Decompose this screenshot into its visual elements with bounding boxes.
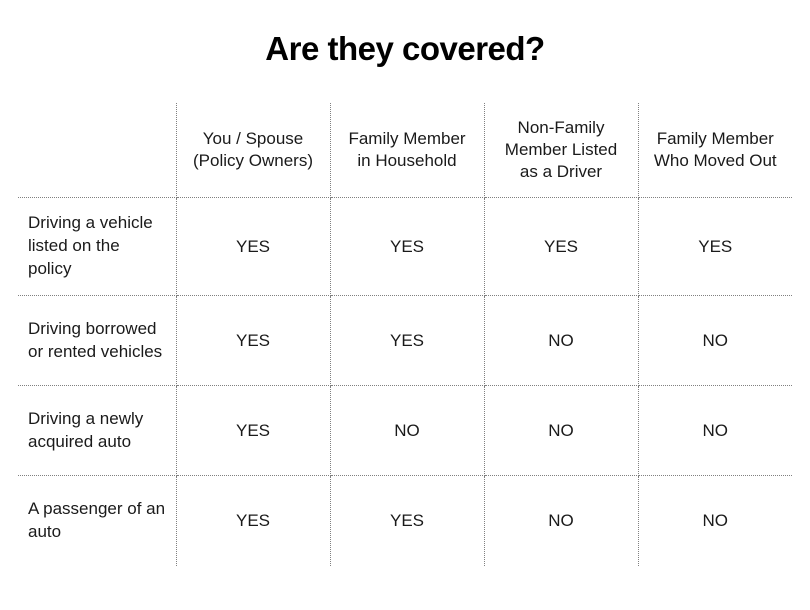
page-title: Are they covered? (18, 30, 792, 68)
table-row: Driving a vehicle listed on the policy Y… (18, 198, 792, 296)
column-header: You / Spouse (Policy Owners) (176, 103, 330, 198)
cell-value: YES (330, 296, 484, 386)
cell-value: NO (484, 296, 638, 386)
cell-value: YES (638, 198, 792, 296)
cell-value: YES (176, 386, 330, 476)
cell-value: YES (176, 198, 330, 296)
cell-value: NO (638, 386, 792, 476)
row-label: Driving a newly acquired auto (18, 386, 176, 476)
table-corner-cell (18, 103, 176, 198)
cell-value: NO (330, 386, 484, 476)
coverage-table: You / Spouse (Policy Owners) Family Memb… (18, 103, 792, 566)
cell-value: NO (484, 476, 638, 566)
row-label: Driving borrowed or rented vehicles (18, 296, 176, 386)
cell-value: NO (484, 386, 638, 476)
cell-value: YES (176, 296, 330, 386)
cell-value: YES (484, 198, 638, 296)
table-row: Driving a newly acquired auto YES NO NO … (18, 386, 792, 476)
table-header-row: You / Spouse (Policy Owners) Family Memb… (18, 103, 792, 198)
cell-value: YES (330, 476, 484, 566)
table-row: Driving borrowed or rented vehicles YES … (18, 296, 792, 386)
cell-value: NO (638, 296, 792, 386)
cell-value: YES (330, 198, 484, 296)
row-label: A passenger of an auto (18, 476, 176, 566)
column-header: Family Member in Household (330, 103, 484, 198)
cell-value: YES (176, 476, 330, 566)
column-header: Non-Family Member Listed as a Driver (484, 103, 638, 198)
table-row: A passenger of an auto YES YES NO NO (18, 476, 792, 566)
row-label: Driving a vehicle listed on the policy (18, 198, 176, 296)
column-header: Family Member Who Moved Out (638, 103, 792, 198)
cell-value: NO (638, 476, 792, 566)
